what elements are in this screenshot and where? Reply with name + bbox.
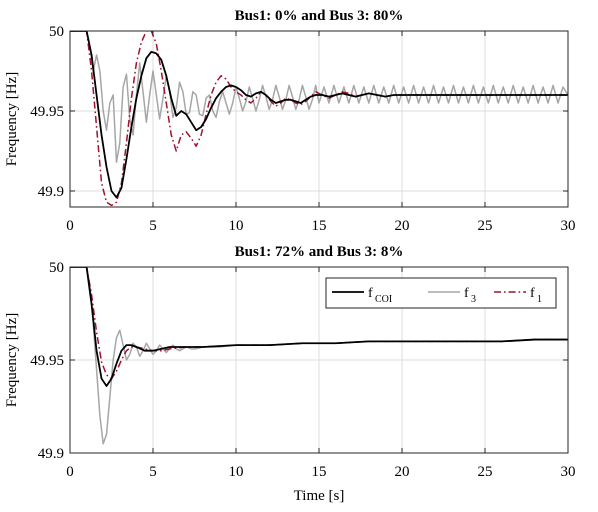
legend-subscript-fcoi: COI <box>375 294 392 305</box>
series-line-f3 <box>70 31 568 163</box>
x-tick-label: 20 <box>395 464 410 480</box>
y-tick-label: 49.9 <box>38 446 64 462</box>
chart-panel-2: 0 5 10 15 20 25 30 49.9 49.95 50 Bus1: 72% and Bus… <box>4 244 576 504</box>
y-axis-label: Frequency [Hz] <box>4 313 20 408</box>
y-tick-label: 49.95 <box>30 104 64 120</box>
y-axis-label: Frequency [Hz] <box>4 72 20 167</box>
chart-title: Bus1: 72% and Bus 3: 8% <box>235 244 404 260</box>
x-tick-label: 15 <box>312 464 327 480</box>
x-tick-label: 25 <box>478 464 493 480</box>
series-line-fcoi <box>70 31 568 199</box>
legend-subscript-f1: 1 <box>537 294 542 305</box>
series-group <box>70 31 568 207</box>
legend-box <box>325 277 557 309</box>
x-tick-label: 15 <box>312 218 327 234</box>
y-tick-label: 50 <box>49 260 64 276</box>
legend-label-fcoi: f <box>368 286 373 301</box>
legend: f COI f 3 f 1 <box>325 277 557 309</box>
x-tick-label: 5 <box>149 464 157 480</box>
x-tick-label: 5 <box>149 218 157 234</box>
x-tick-label: 30 <box>561 218 576 234</box>
x-tick-label: 20 <box>395 218 410 234</box>
chart-panel-1: 0 5 10 15 20 25 30 49.9 49.95 50 Bus1: 0% and Bus … <box>4 8 576 234</box>
x-tick-label: 10 <box>229 464 244 480</box>
legend-label-f3: f <box>464 286 469 301</box>
chart-title: Bus1: 0% and Bus 3: 80% <box>235 8 404 24</box>
legend-label-f1: f <box>530 286 535 301</box>
x-tick-label: 0 <box>66 464 74 480</box>
x-tick-label: 0 <box>66 218 74 234</box>
legend-subscript-f3: 3 <box>471 294 476 305</box>
x-tick-label: 10 <box>229 218 244 234</box>
x-tick-label: 25 <box>478 218 493 234</box>
x-axis-label: Time [s] <box>294 488 345 504</box>
y-tick-label: 49.9 <box>38 184 64 200</box>
x-tick-label: 30 <box>561 464 576 480</box>
y-tick-label: 49.95 <box>30 353 64 369</box>
series-line-fcoi <box>70 267 568 387</box>
series-group <box>70 267 568 445</box>
y-tick-label: 50 <box>49 24 64 40</box>
